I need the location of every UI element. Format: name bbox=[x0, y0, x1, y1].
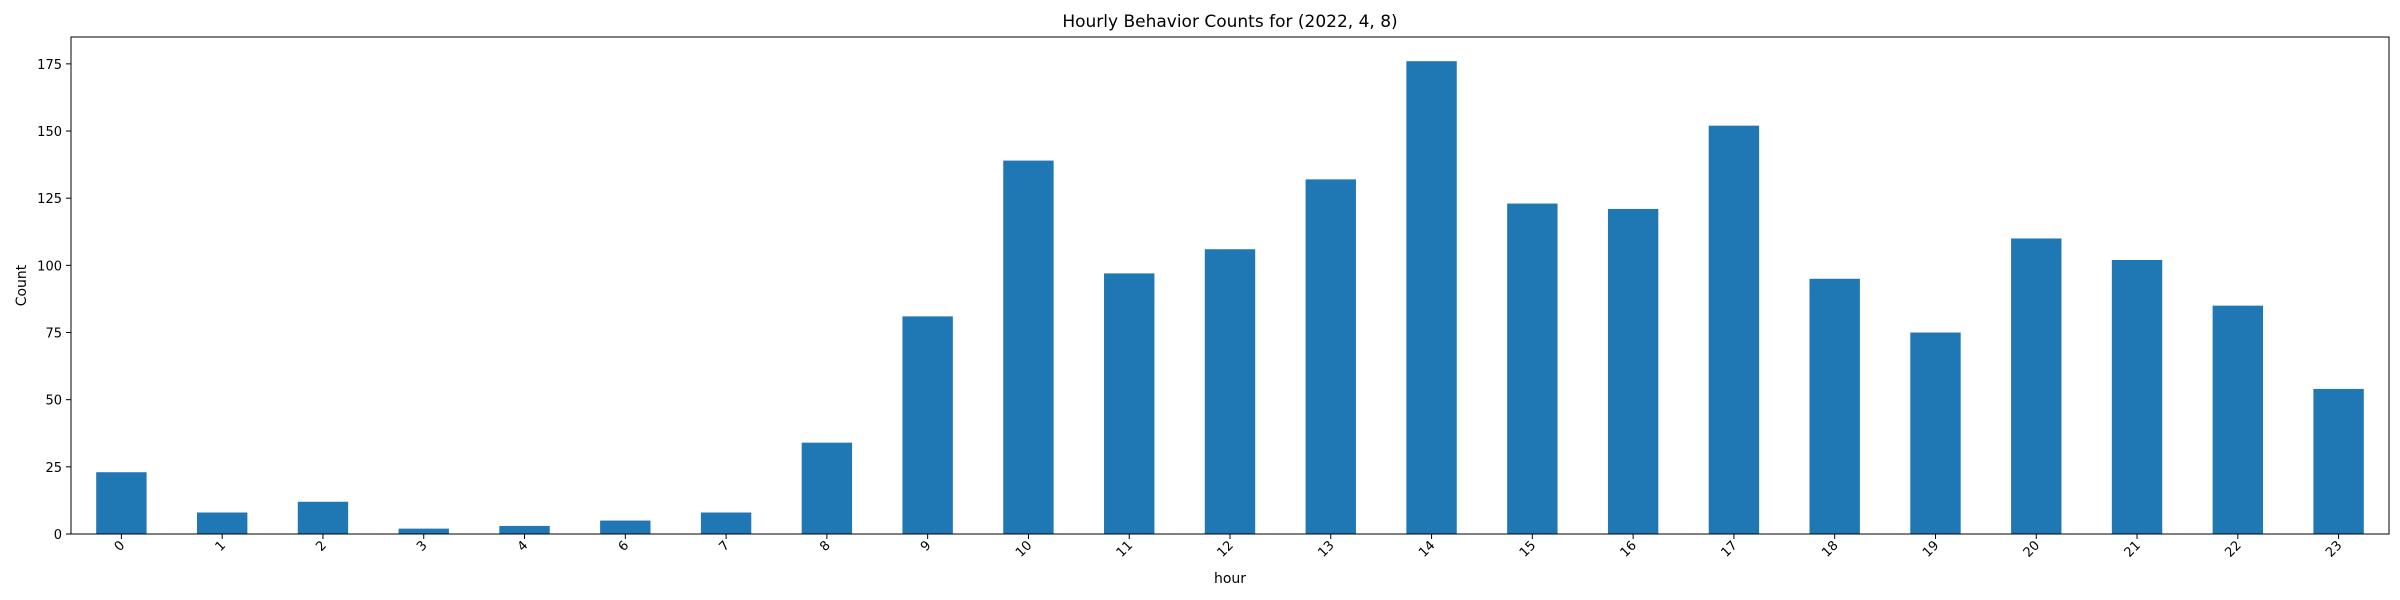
bar-hour-1 bbox=[196, 512, 248, 534]
bar-hour-14 bbox=[1406, 61, 1457, 535]
y-tick-label: 175 bbox=[37, 58, 62, 73]
bar-hour-16 bbox=[1607, 208, 1659, 535]
x-tick-label: 19 bbox=[1920, 538, 1942, 560]
x-tick-label: 3 bbox=[414, 538, 430, 554]
bar-hour-9 bbox=[902, 316, 953, 534]
bar-hour-2 bbox=[297, 501, 349, 534]
bar-hour-4 bbox=[499, 525, 550, 534]
bar-hour-12 bbox=[1204, 249, 1256, 535]
x-tick-label: 0 bbox=[112, 538, 128, 554]
x-tick-label: 1 bbox=[213, 538, 229, 554]
x-tick-label: 12 bbox=[1215, 538, 1237, 560]
y-tick-label: 125 bbox=[37, 192, 62, 207]
bar-hour-15 bbox=[1507, 203, 1558, 534]
y-axis-label: Count bbox=[14, 264, 30, 306]
x-tick-label: 18 bbox=[1819, 538, 1841, 560]
x-axis-label: hour bbox=[1214, 571, 1246, 587]
bar-hour-13 bbox=[1305, 179, 1356, 534]
x-tick-label: 4 bbox=[515, 538, 531, 554]
bars-group bbox=[96, 61, 2364, 535]
x-tick-label: 16 bbox=[1618, 538, 1640, 560]
bar-hour-11 bbox=[1104, 273, 1155, 534]
x-tick-label: 14 bbox=[1416, 538, 1438, 560]
bar-hour-3 bbox=[398, 528, 449, 534]
x-tick-label: 2 bbox=[313, 538, 329, 554]
y-tick-label: 50 bbox=[45, 394, 62, 409]
x-tick-label: 23 bbox=[2323, 538, 2345, 560]
y-tick-label: 0 bbox=[54, 528, 62, 543]
x-tick-label: 17 bbox=[1718, 538, 1740, 560]
bar-hour-23 bbox=[2313, 388, 2364, 534]
x-tick-label: 8 bbox=[817, 538, 833, 554]
bar-hour-6 bbox=[600, 520, 651, 534]
x-tick-label: 6 bbox=[616, 538, 632, 554]
x-tick-label: 20 bbox=[2021, 538, 2043, 560]
bar-hour-17 bbox=[1708, 125, 1760, 534]
bar-hour-7 bbox=[700, 512, 752, 534]
bar-hour-19 bbox=[1910, 332, 1961, 534]
x-tick-label: 7 bbox=[716, 538, 732, 554]
x-tick-label: 21 bbox=[2122, 538, 2144, 560]
x-tick-label: 9 bbox=[918, 538, 934, 554]
bar-hour-21 bbox=[2111, 259, 2163, 534]
bar-hour-20 bbox=[2011, 238, 2062, 534]
y-tick-label: 100 bbox=[37, 259, 62, 274]
bar-hour-0 bbox=[96, 472, 147, 534]
bar-hour-8 bbox=[801, 442, 853, 534]
x-tick-label: 11 bbox=[1114, 538, 1136, 560]
chart-title: Hourly Behavior Counts for (2022, 4, 8) bbox=[1062, 12, 1397, 32]
y-tick-label: 25 bbox=[45, 461, 62, 476]
y-axis-ticks: 0 25 50 75 100 125 150 175 bbox=[37, 58, 71, 543]
plot-area-frame bbox=[70, 36, 2390, 535]
x-tick-label: 13 bbox=[1315, 538, 1337, 560]
x-tick-label: 22 bbox=[2222, 538, 2244, 560]
x-tick-label: 10 bbox=[1013, 538, 1035, 560]
bar-hour-18 bbox=[1809, 278, 1860, 534]
bar-hour-10 bbox=[1003, 160, 1054, 535]
x-tick-label: 15 bbox=[1517, 538, 1539, 560]
bar-hour-22 bbox=[2212, 305, 2264, 534]
y-tick-label: 75 bbox=[45, 327, 62, 342]
x-axis-ticks: 0 1 2 3 4 6 7 8 9 10 11 12 13 14 15 16 17 18 19 20 21 22 23 bbox=[112, 534, 2345, 561]
y-tick-label: 150 bbox=[37, 125, 62, 140]
